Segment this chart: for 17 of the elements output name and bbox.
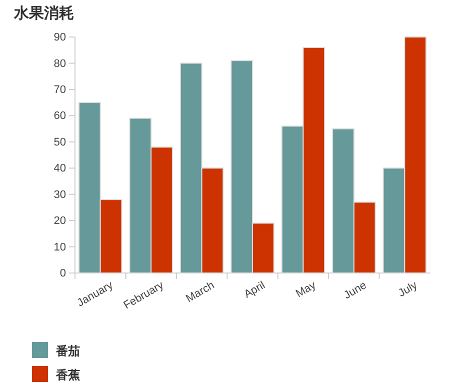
x-tick-label: April <box>242 279 268 301</box>
x-tick-label: July <box>396 279 420 300</box>
y-tick-label: 40 <box>54 162 66 175</box>
chart-title: 水果消耗 <box>13 4 74 22</box>
y-tick-label: 20 <box>54 215 66 228</box>
y-tick-label: 10 <box>54 241 66 254</box>
y-tick-label: 70 <box>54 84 66 96</box>
y-tick-label: 30 <box>54 188 66 201</box>
y-tick-label: 0 <box>60 268 66 280</box>
x-tick-label: June <box>342 279 369 302</box>
y-tick-label: 50 <box>54 136 66 148</box>
legend-label: 番茄 <box>55 344 80 358</box>
y-tick-label: 80 <box>54 58 66 70</box>
x-tick-label: May <box>294 279 318 300</box>
y-tick-label: 60 <box>54 110 66 122</box>
legend-label: 香蕉 <box>55 368 80 382</box>
y-tick-label: 90 <box>54 32 66 44</box>
